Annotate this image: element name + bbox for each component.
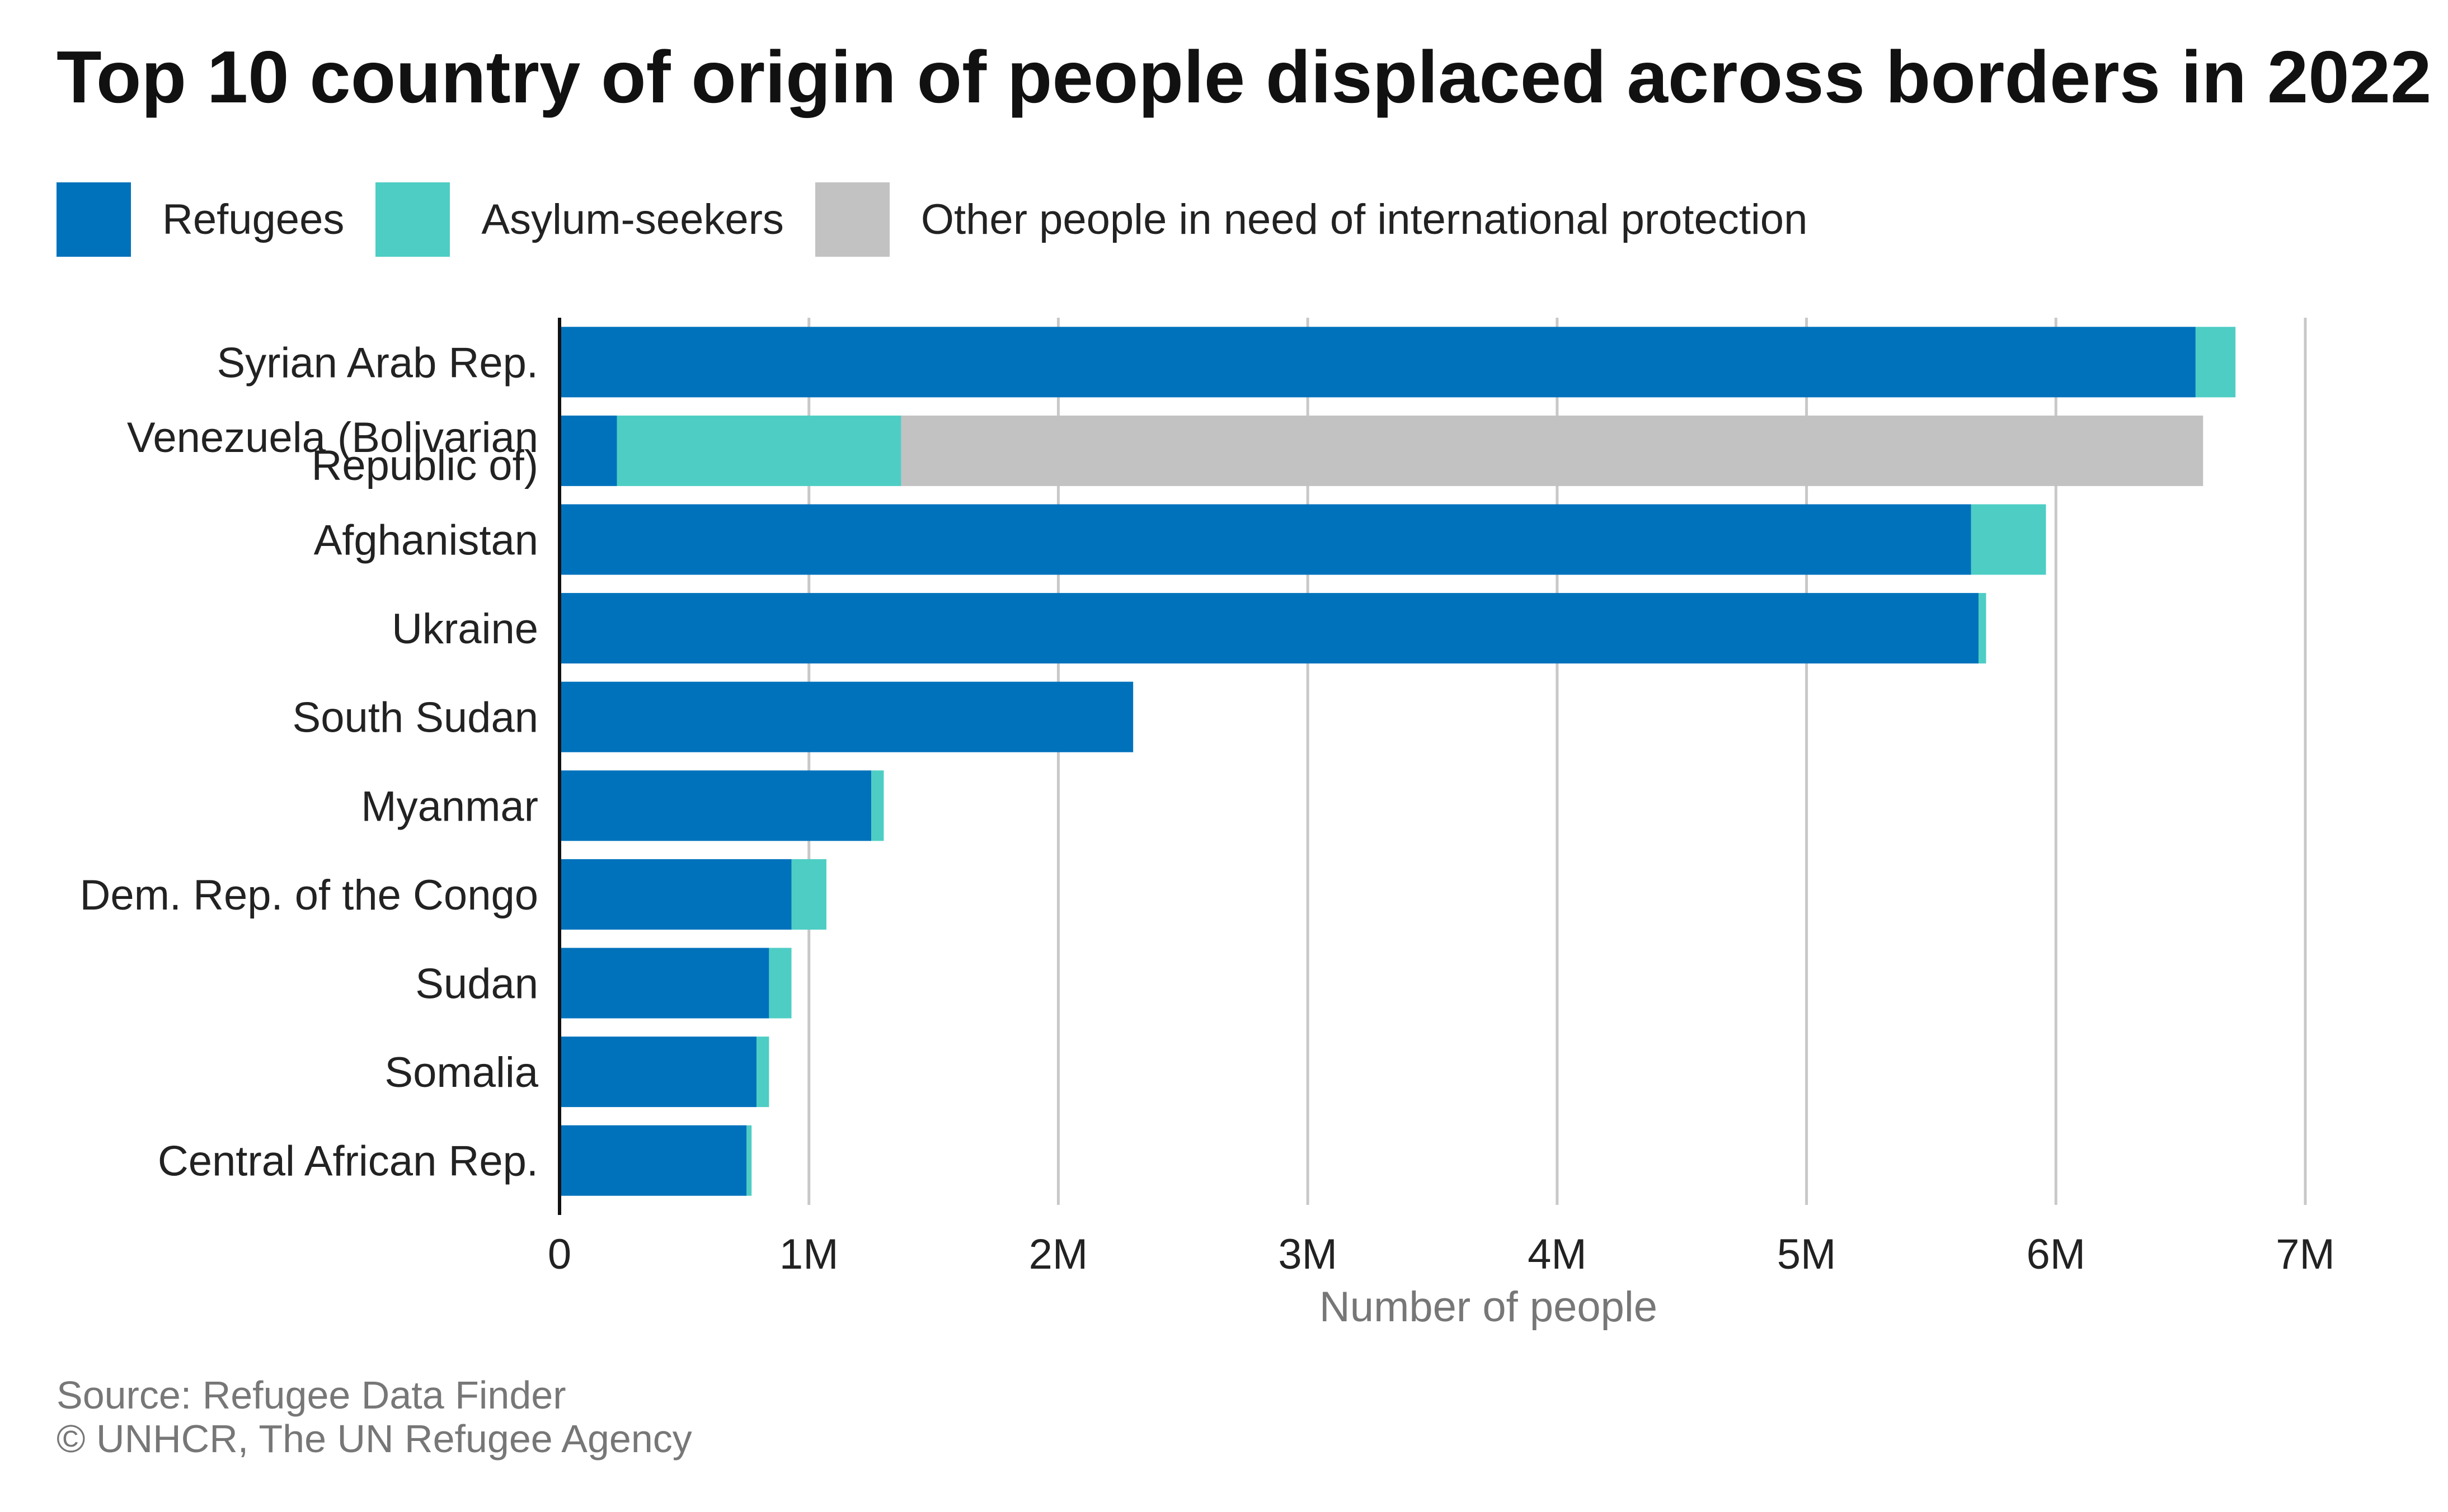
legend-item-other-people: Other people in need of international pr… [815,182,1807,257]
bar-asylum-seekers [871,770,884,841]
copyright-note: © UNHCR, The UN Refugee Agency [57,1417,692,1461]
x-tick-label: 7M [2276,1231,2335,1278]
x-tick-label: 3M [1278,1231,1337,1278]
footer: Source: Refugee Data Finder © UNHCR, The… [57,1373,692,1461]
bar-refugees [560,948,769,1019]
x-tick-labels: 0 1M 2M 3M 4M 5M 6M 7M [548,1231,2335,1278]
category-label: Sudan [415,960,538,1008]
bar-asylum-seekers [2195,327,2236,398]
x-tick-label: 4M [1528,1231,1587,1278]
bars [560,327,2236,1196]
legend-label-asylum-seekers: Asylum-seekers [481,196,784,243]
bar-refugees [560,770,872,841]
legend-label-refugees: Refugees [162,196,345,243]
bar-asylum-seekers [757,1037,769,1108]
category-label: Ukraine [392,605,538,653]
legend-swatch-asylum-seekers [375,182,450,257]
bar-asylum-seekers [1979,593,1986,664]
bar-refugees [560,681,1134,752]
legend-item-asylum-seekers: Asylum-seekers [375,182,784,257]
bar-refugees [560,593,1979,664]
x-tick-label: 0 [548,1231,571,1278]
legend-item-refugees: Refugees [57,182,344,257]
legend-label-other-people: Other people in need of international pr… [920,196,1808,243]
category-label: Venezuela (Bolivarian Republic of) [127,414,538,489]
category-label: Syrian Arab Rep. [217,339,538,387]
category-label: Central African Rep. [158,1138,538,1185]
bar-chart: Syrian Arab Rep. Venezuela (Bolivarian Rep… [79,318,2335,1331]
bar-asylum-seekers [791,859,826,930]
chart-title: Top 10 country of origin of people displ… [57,36,2432,118]
x-tick-label: 5M [1777,1231,1836,1278]
category-label: Afghanistan [314,517,538,564]
bar-refugees [560,1125,747,1196]
x-tick-label: 1M [779,1231,839,1278]
category-label: Dem. Rep. of the Congo [79,872,538,919]
bar-refugees [560,504,1971,575]
legend: Refugees Asylum-seekers Other people in … [57,182,1839,257]
bar-asylum-seekers [1971,504,2046,575]
source-note: Source: Refugee Data Finder [57,1373,566,1417]
x-tick-label: 6M [2026,1231,2085,1278]
bar-refugees [560,859,792,930]
x-axis-title: Number of people [1319,1283,1657,1331]
category-label: South Sudan [293,694,539,742]
bar-asylum-seekers [769,948,792,1019]
category-labels: Syrian Arab Rep. Venezuela (Bolivarian Rep… [79,339,538,1185]
bar-asylum-seekers [746,1125,752,1196]
legend-swatch-refugees [57,182,131,257]
x-tick-label: 2M [1029,1231,1088,1278]
bar-refugees [560,415,617,486]
legend-swatch-other-people [815,182,890,257]
bar-asylum-seekers [617,415,901,486]
bar-refugees [560,1037,757,1108]
bar-other-people [901,415,2203,486]
category-label: Myanmar [361,783,538,830]
category-label: Somalia [384,1049,538,1096]
bar-refugees [560,327,2196,398]
